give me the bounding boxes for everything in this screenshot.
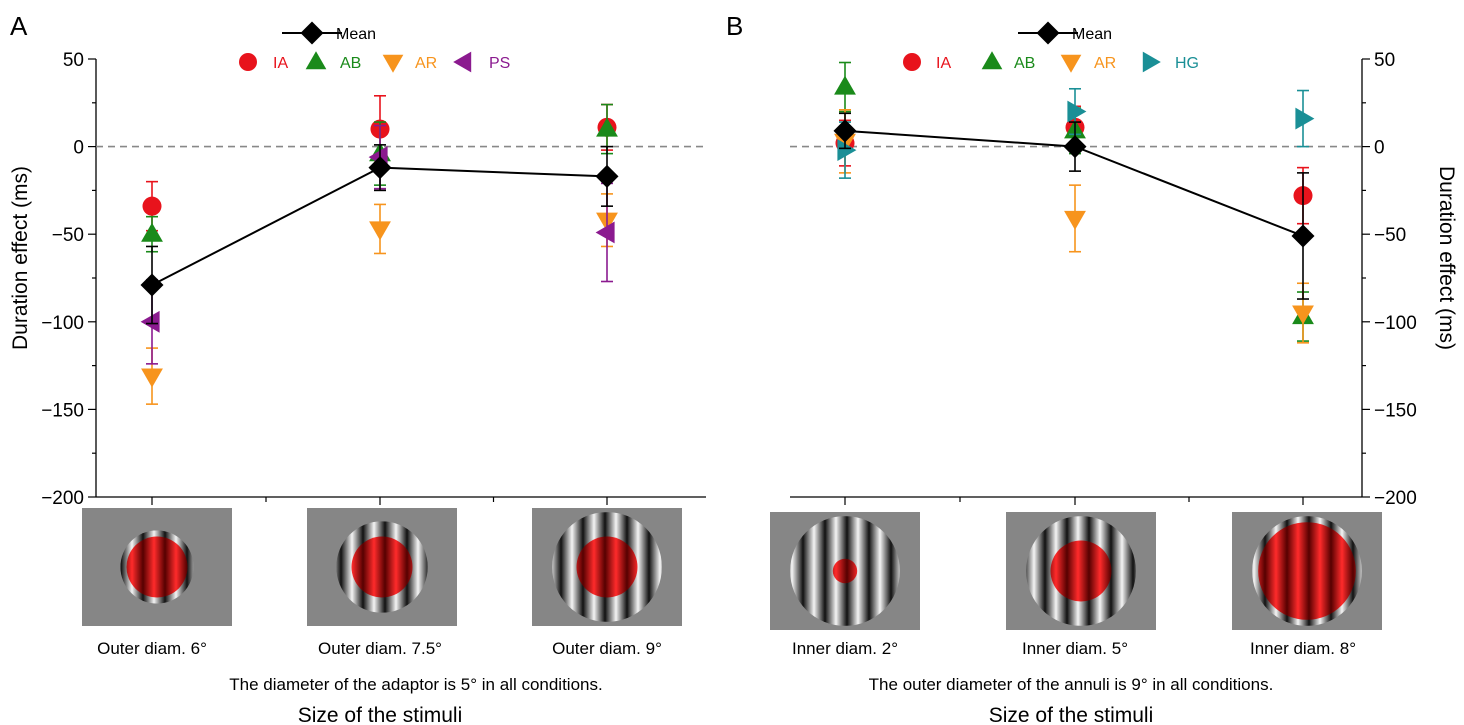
panel-letter: A xyxy=(10,11,28,41)
data-point-hg xyxy=(1295,107,1315,130)
data-point-mean xyxy=(833,119,857,143)
condition-label: Inner diam. 5° xyxy=(1022,639,1128,658)
y-tick-label: −100 xyxy=(41,313,84,334)
condition-label: Outer diam. 9° xyxy=(552,639,662,658)
data-point-ar xyxy=(369,221,391,241)
y-tick-label: 0 xyxy=(73,138,84,159)
condition-label: Outer diam. 6° xyxy=(97,639,207,658)
y-axis-label: Duration effect (ms) xyxy=(1435,166,1458,350)
panel-b: B 50 0 −50 −100 −150 −200 Duration effect (ms) M… xyxy=(726,11,1458,725)
legend-ia-label: IA xyxy=(273,55,288,72)
legend-ia-marker xyxy=(239,53,257,71)
series-mean xyxy=(833,112,1315,300)
condition-note: The diameter of the adaptor is 5° in all… xyxy=(229,675,602,694)
data-point-mean xyxy=(1063,135,1087,159)
legend-hg-marker xyxy=(1142,51,1161,73)
data-point-ps xyxy=(595,221,615,244)
legend-ps-label: PS xyxy=(489,55,510,72)
series-ar xyxy=(834,109,1314,344)
red-center-disc xyxy=(126,536,188,598)
data-point-hg xyxy=(837,139,857,162)
y-axis-label: Duration effect (ms) xyxy=(9,166,32,350)
y-tick-label: 50 xyxy=(1374,50,1395,71)
data-point-ar xyxy=(1292,305,1314,325)
data-point-ab xyxy=(596,117,618,137)
y-tick-label: −50 xyxy=(1374,225,1406,246)
legend-mean-label: Mean xyxy=(336,26,376,43)
legend-mean-marker xyxy=(1036,21,1060,45)
red-center-disc xyxy=(1050,540,1112,602)
data-point-mean xyxy=(140,273,164,297)
condition-note: The outer diameter of the annuli is 9° i… xyxy=(869,675,1274,694)
y-tick-label: 0 xyxy=(1374,138,1385,159)
legend-ab-label: AB xyxy=(340,55,361,72)
data-point-ab xyxy=(141,222,163,242)
data-point-ps xyxy=(140,310,160,333)
y-tick-label: −100 xyxy=(1374,313,1417,334)
series-ab xyxy=(834,61,1314,342)
legend-hg-label: HG xyxy=(1175,55,1199,72)
red-center-disc xyxy=(1258,522,1356,620)
data-point-ia xyxy=(142,196,162,216)
stimulus-image xyxy=(770,512,920,630)
stimulus-image xyxy=(1006,512,1156,630)
legend-ps-marker xyxy=(453,51,472,73)
data-point-ar xyxy=(1064,210,1086,230)
panel-letter: B xyxy=(726,11,743,41)
y-tick-label: −200 xyxy=(1374,488,1417,509)
stimulus-image xyxy=(307,508,457,626)
panel-a: A 50 0 −50 −100 −150 −200 Duration effect (ms) M… xyxy=(9,11,706,725)
stimulus-image xyxy=(532,508,682,626)
y-tick-label: −200 xyxy=(41,488,84,509)
stimulus-image xyxy=(1232,512,1382,630)
legend-ia-label: IA xyxy=(936,55,951,72)
x-axis-title: Size of the stimuli xyxy=(298,704,463,725)
series-mean xyxy=(140,144,619,325)
legend: Mean IA AB AR PS xyxy=(239,21,510,73)
stimulus-image xyxy=(82,508,232,626)
legend-mean-marker xyxy=(300,21,324,45)
data-point-ar xyxy=(141,368,163,388)
legend-ar-label: AR xyxy=(1094,55,1116,72)
legend-ar-marker xyxy=(1060,54,1082,73)
condition-label: Outer diam. 7.5° xyxy=(318,639,442,658)
red-center-disc xyxy=(576,536,638,598)
legend-ar-label: AR xyxy=(415,55,437,72)
data-point-mean xyxy=(595,164,619,188)
y-tick-label: 50 xyxy=(63,50,84,71)
legend-ab-marker xyxy=(305,51,327,70)
legend-mean-label: Mean xyxy=(1072,26,1112,43)
condition-label: Inner diam. 8° xyxy=(1250,639,1356,658)
y-tick-label: −50 xyxy=(52,225,84,246)
legend: Mean IA AB AR HG xyxy=(903,21,1199,73)
data-point-ab xyxy=(834,75,856,95)
condition-label: Inner diam. 2° xyxy=(792,639,898,658)
y-tick-label: −150 xyxy=(1374,400,1417,421)
red-center-disc xyxy=(832,558,858,584)
series-hg xyxy=(837,87,1315,179)
legend-ar-marker xyxy=(382,54,404,73)
legend-ia-marker xyxy=(903,53,921,71)
data-point-mean xyxy=(368,156,392,180)
data-point-hg xyxy=(1067,100,1087,123)
red-center-disc xyxy=(351,536,413,598)
y-tick-label: −150 xyxy=(41,400,84,421)
legend-ab-label: AB xyxy=(1014,55,1035,72)
data-point-mean xyxy=(1291,224,1315,248)
x-axis-title: Size of the stimuli xyxy=(989,704,1154,725)
series-ar xyxy=(141,193,618,405)
legend-ab-marker xyxy=(981,51,1003,70)
